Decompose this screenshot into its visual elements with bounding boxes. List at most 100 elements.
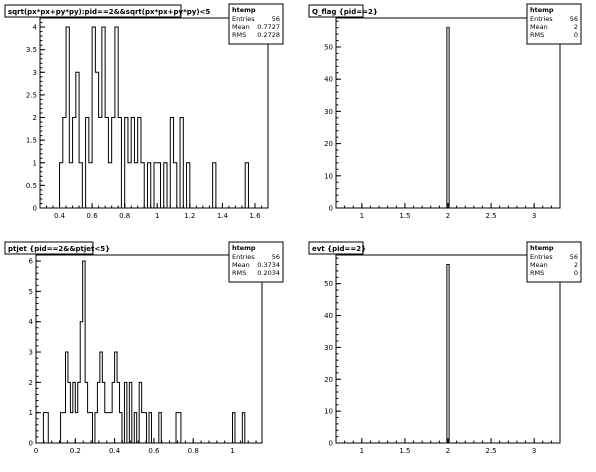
stat-label: Entries — [232, 15, 255, 23]
y-tick-label: 0 — [33, 205, 37, 213]
stats-box — [228, 3, 284, 45]
y-tick-label: 50 — [324, 43, 333, 51]
x-tick-label: 0.4 — [109, 447, 121, 455]
histogram-bars — [59, 26, 249, 208]
y-tick-label: 2 — [33, 114, 37, 122]
stat-label: RMS — [232, 31, 246, 39]
stat-value: 0 — [574, 31, 578, 39]
title-box — [4, 241, 94, 255]
stat-label: Mean — [232, 261, 250, 269]
x-tick-label: 0 — [34, 447, 38, 455]
title-box — [4, 4, 182, 18]
y-tick-label: 4 — [29, 318, 34, 326]
x-tick-label: 0.8 — [188, 447, 199, 455]
stat-value: 2 — [574, 261, 578, 269]
histogram-title: ptjet {pid==2&&ptjet<5} — [8, 245, 110, 253]
stat-value: 56 — [272, 15, 280, 23]
y-tick-label: 10 — [324, 172, 333, 180]
x-tick-label: 0.6 — [148, 447, 160, 455]
stat-value: 0.2728 — [257, 31, 280, 39]
histogram-title: sqrt(px*px+py*py):pid==2&&sqrt(px*px+py*… — [8, 8, 210, 16]
y-tick-label: 1 — [33, 159, 37, 167]
x-tick-label: 2 — [446, 447, 450, 455]
stats-box-title: htemp — [530, 244, 554, 252]
stat-value: 56 — [570, 253, 578, 261]
stats-box-title: htemp — [232, 244, 256, 252]
y-tick-label: 30 — [324, 344, 333, 352]
x-tick-label: 2.5 — [486, 447, 497, 455]
stats-box — [526, 3, 582, 45]
y-tick-label: 0 — [29, 440, 33, 448]
x-tick-label: 0.8 — [119, 212, 130, 220]
stats-box — [526, 241, 582, 283]
y-tick-label: 50 — [324, 280, 333, 288]
y-tick-label: 20 — [324, 140, 333, 148]
x-tick-label: 1.4 — [217, 212, 229, 220]
y-tick-label: 0 — [329, 440, 333, 448]
stats-box — [228, 241, 284, 283]
plot-frame — [335, 17, 561, 209]
y-tick-label: 1.5 — [26, 137, 37, 145]
y-tick-label: 6 — [29, 258, 34, 266]
histogram-panel-1: 0.4 0.6 0.8 1 1.2 1.4 1.6 0 0.5 1 1.5 2 2.5 3 3.5 4 sqrt… — [4, 3, 284, 220]
y-tick-label: 2 — [29, 379, 33, 387]
stat-label: RMS — [530, 31, 544, 39]
stats-box-title: htemp — [530, 6, 554, 14]
x-tick-label: 0.6 — [87, 212, 99, 220]
y-tick-label: 0 — [329, 205, 333, 213]
x-tick-label: 3 — [532, 447, 536, 455]
x-tick-label: 1 — [360, 447, 364, 455]
x-tick-label: 3 — [532, 212, 536, 220]
plot-frame — [335, 254, 561, 444]
x-tick-label: 1 — [155, 212, 159, 220]
histogram-title: Q_flag {pid==2} — [312, 8, 378, 16]
x-tick-label: 1.5 — [399, 212, 410, 220]
y-tick-label: 40 — [324, 312, 333, 320]
y-tick-label: 2.5 — [26, 91, 37, 99]
stat-label: Mean — [530, 23, 548, 31]
y-tick-label: 4 — [33, 24, 38, 32]
y-tick-label: 1 — [29, 409, 33, 417]
title-box — [308, 241, 364, 255]
x-tick-label: 1 — [230, 447, 234, 455]
x-tick-label: 0.2 — [70, 447, 81, 455]
x-tick-label: 0.4 — [54, 212, 66, 220]
x-tick-label: 1.2 — [184, 212, 195, 220]
y-tick-label: 3.5 — [26, 46, 37, 54]
y-tick-label: 20 — [324, 376, 333, 384]
y-tick-label: 40 — [324, 76, 333, 84]
stat-label: Entries — [530, 253, 553, 261]
y-tick-label: 10 — [324, 408, 333, 416]
stat-label: Mean — [530, 261, 548, 269]
stat-value: 0.7727 — [257, 23, 280, 31]
stats-box-title: htemp — [232, 6, 256, 14]
stat-value: 0 — [574, 269, 578, 277]
stat-label: RMS — [232, 269, 246, 277]
x-tick-label: 2 — [446, 212, 450, 220]
x-tick-label: 1.5 — [399, 447, 410, 455]
histogram-bars — [446, 27, 450, 208]
stat-value: 2 — [574, 23, 578, 31]
y-tick-label: 3 — [33, 69, 37, 77]
stat-value: 0.3734 — [257, 261, 280, 269]
y-tick-label: 3 — [29, 349, 33, 357]
stat-label: RMS — [530, 269, 544, 277]
x-tick-label: 2.5 — [486, 212, 497, 220]
stat-value: 56 — [272, 253, 280, 261]
histogram-bars — [42, 260, 246, 443]
x-tick-label: 1 — [360, 212, 364, 220]
histogram-title: evt {pid==2} — [312, 245, 366, 253]
y-tick-label: 30 — [324, 108, 333, 116]
x-tick-label: 1.6 — [249, 212, 261, 220]
histogram-bars — [446, 264, 450, 443]
stat-value: 56 — [570, 15, 578, 23]
stat-label: Mean — [232, 23, 250, 31]
stat-value: 0.2034 — [257, 269, 280, 277]
y-tick-label: 5 — [29, 288, 33, 296]
title-box — [308, 4, 364, 18]
stat-label: Entries — [530, 15, 553, 23]
